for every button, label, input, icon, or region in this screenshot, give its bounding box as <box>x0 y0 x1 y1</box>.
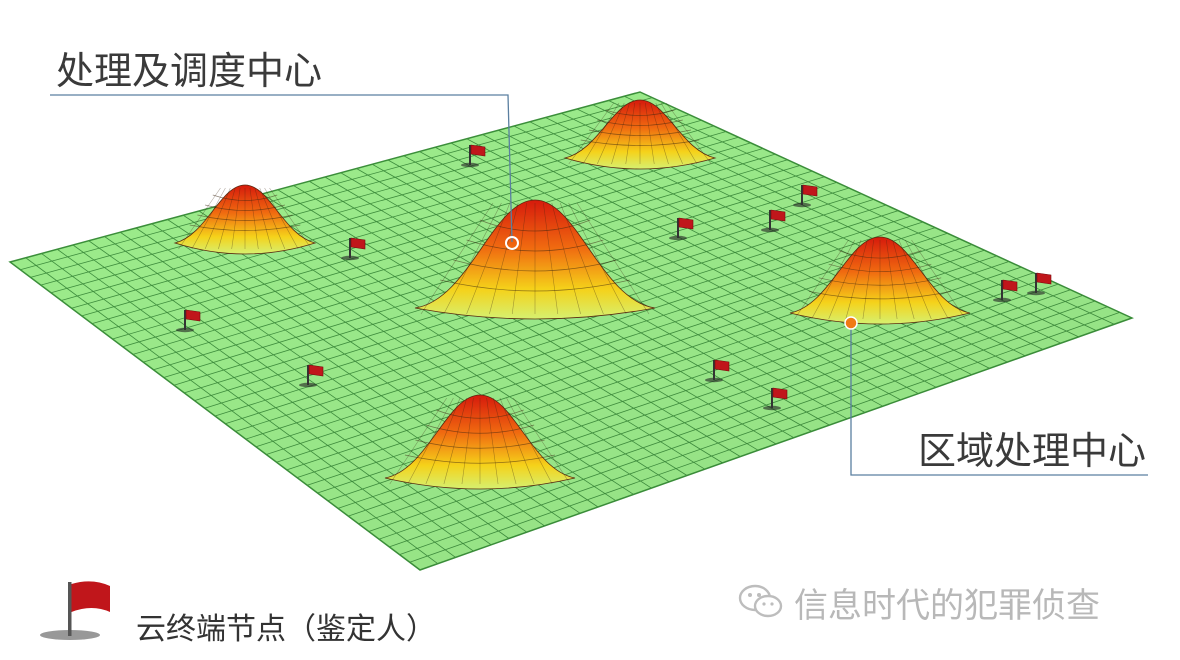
flag-icon <box>793 184 818 208</box>
flag-icon <box>341 237 366 261</box>
peak-south <box>384 394 576 490</box>
peak-northwest <box>173 184 317 255</box>
flag-icon <box>1027 272 1052 296</box>
flag-icon <box>763 387 788 411</box>
leader-line-regional <box>850 323 1148 476</box>
processing-center-marker <box>505 236 519 250</box>
regional-center-label: 区域处理中心 <box>918 429 1147 473</box>
peaks <box>173 99 971 490</box>
flag-icon <box>299 364 324 388</box>
legend-flag-icon <box>40 581 110 640</box>
flag-icon <box>176 309 201 333</box>
watermark: 信息时代的犯罪侦查 <box>738 580 1100 626</box>
flag-icon <box>761 209 786 233</box>
flag-icon <box>993 279 1018 303</box>
legend-label: 云终端节点（鉴定人） <box>136 612 436 647</box>
flag-icon <box>705 359 730 383</box>
peak-processing-center <box>414 199 656 320</box>
leader-line-processing <box>50 94 513 243</box>
peak-north <box>563 99 717 170</box>
flag-icon <box>461 144 486 168</box>
watermark-text: 信息时代的犯罪侦查 <box>794 585 1100 626</box>
peak-east <box>789 236 971 325</box>
wechat-icon <box>738 584 783 618</box>
cloud-terminal-flags <box>176 144 1052 411</box>
regional-center-marker <box>844 316 858 330</box>
flag-icon <box>669 217 694 241</box>
processing-center-label: 处理及调度中心 <box>56 49 323 93</box>
